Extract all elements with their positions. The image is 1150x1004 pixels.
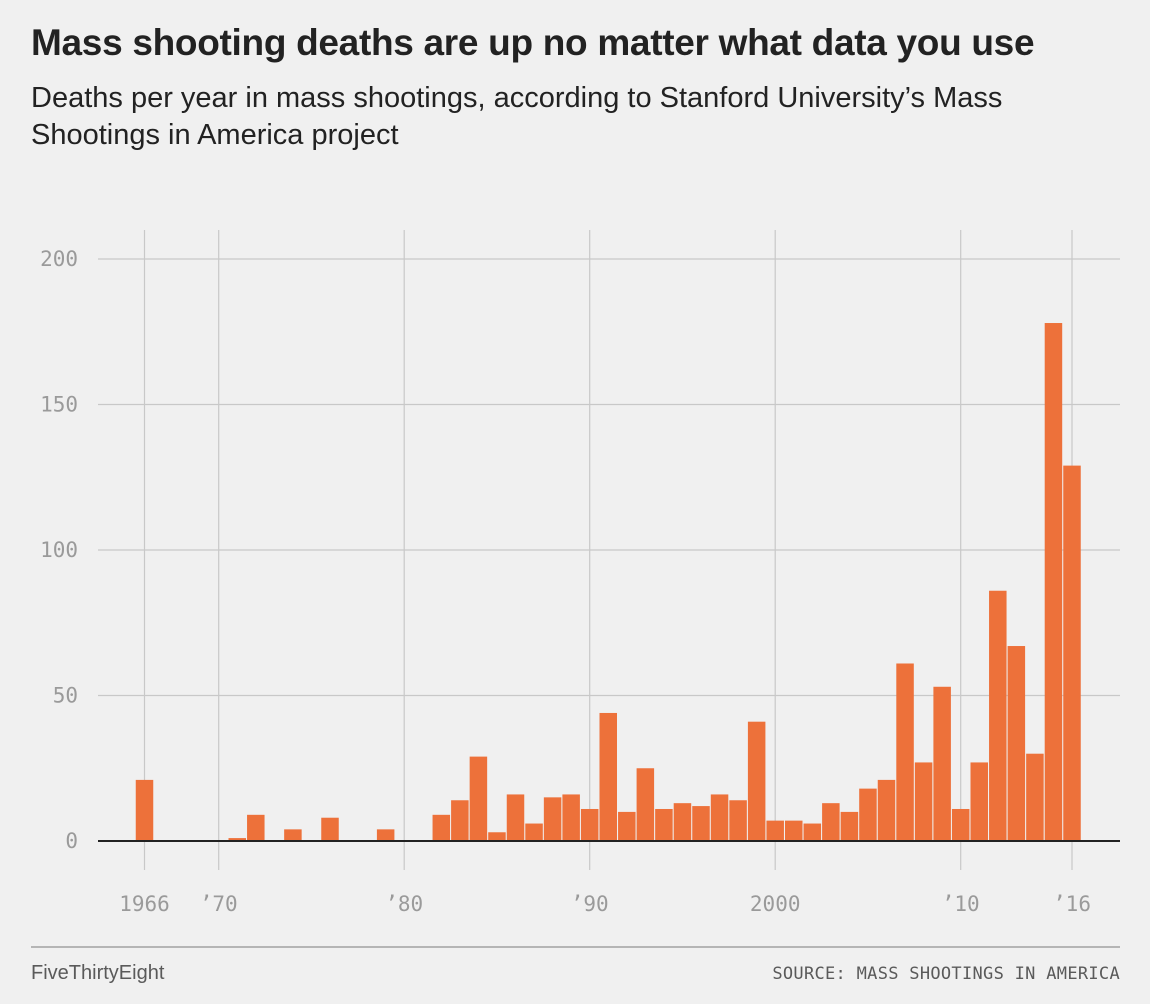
bar-1990 <box>580 808 599 841</box>
bar-2009 <box>933 686 951 841</box>
bar-1982 <box>432 814 451 841</box>
bar-1983 <box>451 800 469 841</box>
chart-subtitle: Deaths per year in mass shootings, accor… <box>31 82 1003 151</box>
bar-1972 <box>247 814 265 841</box>
bar-1999 <box>747 721 766 841</box>
bar-1998 <box>729 800 747 841</box>
brand-logo-text: FiveThirtyEight <box>31 962 165 984</box>
bar-1993 <box>636 768 655 841</box>
x-tick-label: ’70 <box>200 892 238 916</box>
bar-1994 <box>655 808 673 841</box>
x-tick-label: 2000 <box>750 892 801 916</box>
y-tick-label: 200 <box>40 247 78 271</box>
bar-1979 <box>376 829 395 841</box>
bar-2004 <box>840 811 859 841</box>
bar-2015 <box>1044 323 1063 841</box>
bar-2008 <box>914 762 933 841</box>
chart-title: Mass shooting deaths are up no matter wh… <box>31 22 1035 63</box>
bar-2002 <box>803 823 822 841</box>
x-tick-label: ’90 <box>571 892 609 916</box>
bar-1974 <box>284 829 302 841</box>
x-axis-labels: 1966 ’70 ’80 ’90 2000 ’10 ’16 <box>119 892 1091 916</box>
bar-1985 <box>488 832 506 841</box>
bar-1991 <box>599 712 617 841</box>
x-tick-label: 1966 <box>119 892 170 916</box>
y-tick-label: 50 <box>53 684 78 708</box>
bar-1995 <box>673 803 692 841</box>
bar-2006 <box>877 779 896 841</box>
horizontal-gridlines <box>98 258 1120 697</box>
bar-1992 <box>618 811 636 841</box>
bar-2001 <box>785 820 803 841</box>
bar-2003 <box>822 803 840 841</box>
bar-2011 <box>970 762 988 841</box>
source-note: SOURCE: MASS SHOOTINGS IN AMERICA <box>772 964 1120 984</box>
bar-2012 <box>989 590 1007 841</box>
y-tick-label: 100 <box>40 538 78 562</box>
bars <box>135 323 1081 841</box>
bar-2013 <box>1007 646 1026 841</box>
bar-2014 <box>1026 753 1044 841</box>
bar-2005 <box>859 788 877 841</box>
x-tick-label: ’80 <box>385 892 423 916</box>
bar-1971 <box>228 838 246 841</box>
bar-1976 <box>321 817 339 841</box>
bar-1984 <box>469 756 488 841</box>
bar-chart: 0 50 100 150 200 1966 ’70 ’80 ’90 2000 ’10 ’16 <box>40 230 1120 916</box>
y-axis-labels: 0 50 100 150 200 <box>40 247 78 853</box>
bar-1989 <box>562 794 580 841</box>
footer-divider <box>31 946 1120 948</box>
bar-1987 <box>525 823 543 841</box>
x-tick-label: ’16 <box>1053 892 1091 916</box>
y-tick-label: 0 <box>65 829 78 853</box>
bar-2010 <box>951 808 970 841</box>
x-tick-label: ’10 <box>942 892 980 916</box>
bar-2007 <box>896 663 914 841</box>
y-tick-label: 150 <box>40 393 78 417</box>
bar-2000 <box>766 820 784 841</box>
bar-1997 <box>710 794 729 841</box>
bar-1986 <box>506 794 525 841</box>
bar-2016 <box>1063 465 1081 841</box>
bar-1966 <box>135 779 154 841</box>
bar-1996 <box>692 806 710 841</box>
bar-1988 <box>543 797 562 841</box>
